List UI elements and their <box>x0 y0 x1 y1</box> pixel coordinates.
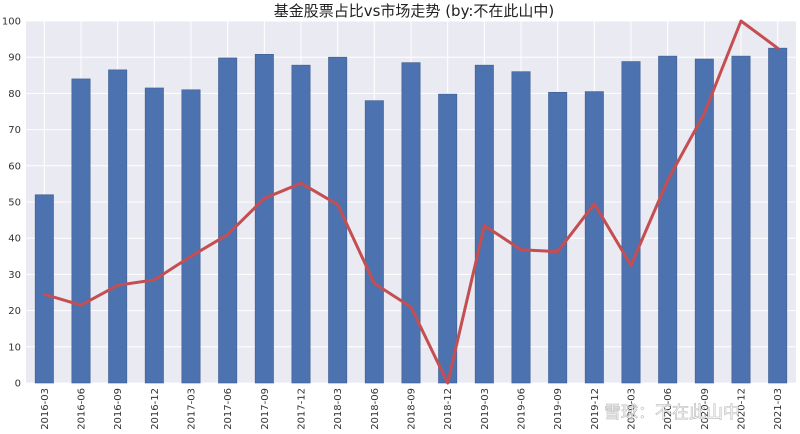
x-tick-label: 2019-03 <box>480 388 491 430</box>
x-tick-label: 2016-03 <box>40 388 51 430</box>
x-tick-label: 2016-06 <box>77 388 88 430</box>
bar-2021-03 <box>768 47 788 384</box>
bar-2018-03 <box>328 56 348 384</box>
bar-2020-06 <box>658 55 678 384</box>
line-series <box>42 19 780 385</box>
bar-2016-12 <box>144 87 164 384</box>
x-tick-label: 2017-12 <box>297 388 308 430</box>
x-tick-label: 2020-09 <box>700 388 711 430</box>
bar-2020-12 <box>731 55 751 384</box>
bar-2019-06 <box>511 71 531 384</box>
y-tick-label: 90 <box>8 53 21 64</box>
bar-2017-09 <box>254 54 274 384</box>
bar-2017-12 <box>291 64 311 384</box>
y-tick-label: 70 <box>8 125 21 136</box>
x-tick-label: 2020-12 <box>737 388 748 430</box>
y-tick-label: 50 <box>8 198 21 209</box>
bar-2016-06 <box>71 78 91 384</box>
bar-2016-03 <box>34 194 54 384</box>
y-tick-label: 30 <box>8 270 21 281</box>
watermark-text: 雪球：不在此山中 <box>604 403 740 423</box>
x-tick-label: 2018-06 <box>370 388 381 430</box>
x-tick-label: 2016-09 <box>113 388 124 430</box>
x-tick-label: 2018-09 <box>407 388 418 430</box>
y-tick-label: 100 <box>2 17 21 28</box>
bar-2016-09 <box>108 69 128 384</box>
bar-2018-12 <box>438 93 458 384</box>
bar-2019-12 <box>584 91 604 384</box>
x-tick-label: 2018-03 <box>333 388 344 430</box>
x-tick-label: 2021-03 <box>773 388 784 430</box>
y-tick-label: 10 <box>8 342 21 353</box>
y-tick-label: 0 <box>15 379 21 390</box>
x-tick-label: 2019-12 <box>590 388 601 430</box>
chart-title: 基金股票占比vs市场走势 (by:不在此山中) <box>274 2 555 20</box>
x-tick-label: 2017-03 <box>187 388 198 430</box>
x-tick-label: 2017-06 <box>223 388 234 430</box>
x-tick-label: 2016-12 <box>150 388 161 430</box>
bar-2018-06 <box>364 100 384 384</box>
y-tick-label: 80 <box>8 89 21 100</box>
bar-2020-09 <box>694 58 714 384</box>
bar-series <box>34 47 788 384</box>
x-tick-label: 2019-06 <box>517 388 528 430</box>
bar-2018-09 <box>401 62 421 384</box>
bar-2017-06 <box>218 57 238 384</box>
y-tick-label: 60 <box>8 161 21 172</box>
y-tick-label: 20 <box>8 306 21 317</box>
y-tick-label: 40 <box>8 234 21 245</box>
x-tick-label: 2017-09 <box>260 388 271 430</box>
y-axis-ticks: 0 10 20 30 40 50 60 70 80 90 100 <box>2 17 21 390</box>
bar-2020-03 <box>621 61 641 384</box>
x-tick-label: 2020-03 <box>627 388 638 430</box>
x-tick-label: 2020-06 <box>663 388 674 430</box>
x-axis-ticks: 2016-03 2016-06 2016-09 2016-12 2017-03 2017-… <box>40 388 784 430</box>
bar-2019-09 <box>548 92 568 384</box>
bar-2017-03 <box>181 89 201 384</box>
x-tick-label: 2019-09 <box>553 388 564 430</box>
x-tick-label: 2018-12 <box>443 388 454 430</box>
